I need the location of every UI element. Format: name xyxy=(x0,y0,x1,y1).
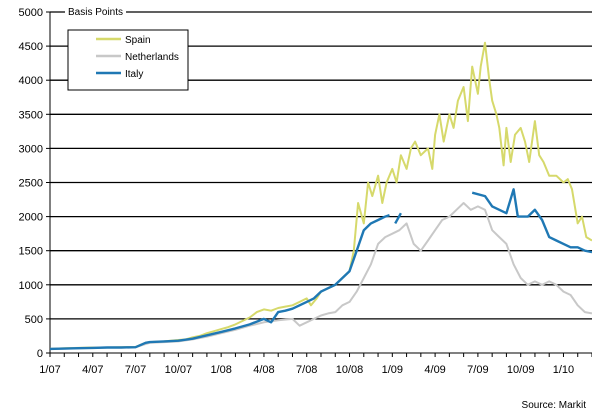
series-line-netherlands xyxy=(49,202,592,350)
y-tick-label: 2000 xyxy=(19,212,43,224)
x-tick-label: 7/07 xyxy=(125,364,146,376)
x-tick-label: 10/09 xyxy=(507,364,535,376)
y-tick-label: 5000 xyxy=(19,7,43,19)
x-tick-label: 4/08 xyxy=(253,364,274,376)
x-tick-label: 4/07 xyxy=(82,364,103,376)
x-tick-label: 1/10 xyxy=(553,364,574,376)
y-tick-label: 0 xyxy=(37,348,43,360)
y-tick-label: 500 xyxy=(25,314,43,326)
series-lines xyxy=(49,41,592,351)
legend-box xyxy=(67,29,189,91)
y-tick-label: 3500 xyxy=(19,109,43,121)
legend: Spain Netherlands Italy xyxy=(67,29,189,91)
series-line-italy-segment-2 xyxy=(394,212,402,224)
x-tick-label: 1/08 xyxy=(210,364,231,376)
y-tick-label: 3000 xyxy=(19,143,43,155)
legend-label-italy: Italy xyxy=(125,69,143,80)
x-tick-label: 4/09 xyxy=(424,364,445,376)
y-tick-label: 4500 xyxy=(19,41,43,53)
legend-label-netherlands: Netherlands xyxy=(125,52,179,63)
y-tick-label: 1500 xyxy=(19,246,43,258)
series-line-spain xyxy=(49,41,592,350)
x-tick-label: 10/07 xyxy=(165,364,193,376)
legend-label-spain: Spain xyxy=(125,35,151,46)
y-tick-label: 1000 xyxy=(19,280,43,292)
y-tick-label: 2500 xyxy=(19,178,43,190)
axes: 0 500 1000 1500 2000 2500 3000 3500 4000 4500 5000… xyxy=(19,7,592,376)
x-tick-label: 7/08 xyxy=(296,364,317,376)
unit-label-background xyxy=(65,6,127,19)
unit-label: Basis Points xyxy=(68,7,123,18)
x-tick-label: 1/09 xyxy=(382,364,403,376)
series-line-italy-segment-1 xyxy=(49,214,390,351)
y-tick-label: 4000 xyxy=(19,75,43,87)
source-label: Source: Markit xyxy=(522,400,587,411)
x-tick-label: 10/08 xyxy=(336,364,364,376)
grid-lines xyxy=(50,11,592,354)
x-tick-label: 1/07 xyxy=(39,364,60,376)
x-tick-label: 7/09 xyxy=(467,364,488,376)
series-line-italy-segment-3 xyxy=(471,188,592,254)
